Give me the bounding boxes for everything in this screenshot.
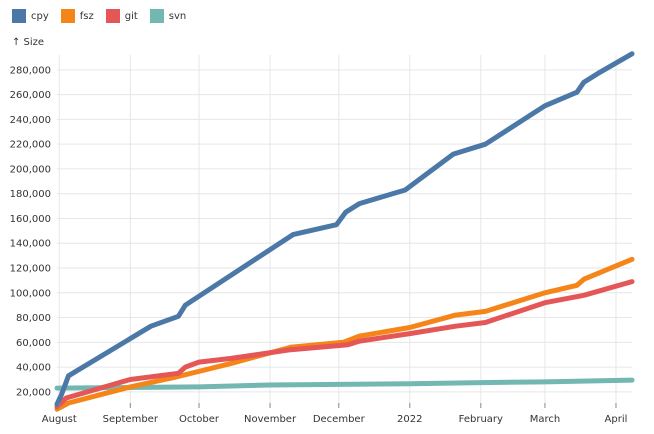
y-tick-label: 240,000 [10, 115, 51, 126]
x-tick-label: February [459, 414, 503, 425]
series-lines [54, 51, 635, 412]
y-tick-label: 20,000 [16, 387, 51, 398]
y-tick-label: 40,000 [16, 363, 51, 374]
legend-label-git: git [124, 10, 138, 22]
y-tick-label: 160,000 [10, 214, 51, 225]
x-tick-label: March [530, 414, 560, 425]
legend-label-svn: svn [168, 10, 187, 22]
y-tick-label: 260,000 [10, 90, 51, 101]
x-tick-label: December [313, 414, 366, 425]
y-tick-label: 220,000 [10, 140, 51, 151]
y-tick-label: 180,000 [10, 189, 51, 200]
y-tick-label: 80,000 [16, 313, 51, 324]
legend-label-fsz: fsz [79, 10, 94, 22]
y-axis: 20,000 40,000 60,000 80,000 100,000 120,000 14… [10, 65, 51, 398]
x-tick-label: October [179, 414, 220, 425]
series-line-git [54, 279, 635, 410]
x-tick-label: 2022 [397, 414, 422, 425]
x-tick-label: April [605, 414, 628, 425]
legend-swatch-fsz [60, 9, 75, 23]
legend-swatch-git [105, 9, 120, 23]
y-tick-label: 200,000 [10, 164, 51, 175]
y-tick-label: 120,000 [10, 264, 51, 275]
legend-label-cpy: cpy [31, 10, 49, 22]
x-axis: August September October November December 20… [42, 403, 628, 425]
legend-item-cpy[interactable]: cpy [12, 9, 49, 23]
series-line-fsz [54, 256, 635, 412]
y-tick-label: 140,000 [10, 239, 51, 250]
y-tick-label: 280,000 [10, 65, 51, 76]
legend-item-svn[interactable]: svn [149, 9, 187, 23]
y-gridlines [57, 69, 632, 393]
y-axis-title: ↑ Size [12, 37, 45, 48]
series-line-cpy [54, 51, 635, 407]
x-tick-label: August [42, 414, 77, 425]
legend-swatch-svn [149, 9, 164, 23]
x-tick-label: September [103, 414, 159, 425]
legend-item-git[interactable]: git [105, 9, 138, 23]
legend: cpy fsz git svn [12, 8, 198, 24]
x-tick-label: November [244, 414, 297, 425]
legend-swatch-cpy [12, 9, 26, 23]
x-gridlines [58, 55, 617, 403]
y-tick-label: 100,000 [10, 288, 51, 299]
legend-item-fsz[interactable]: fsz [60, 9, 94, 23]
y-tick-label: 60,000 [16, 338, 51, 349]
series-line-svn [54, 377, 635, 391]
